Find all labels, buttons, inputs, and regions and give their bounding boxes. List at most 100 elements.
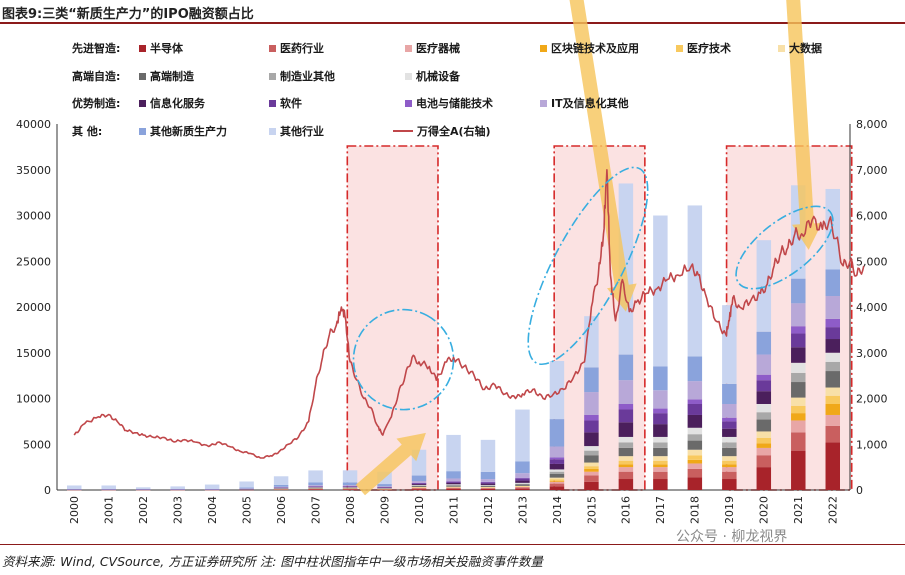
bar-segment <box>825 403 841 415</box>
bar-segment <box>653 390 668 409</box>
bar-segment <box>584 466 599 469</box>
bar-segment <box>411 484 427 485</box>
bar-segment <box>342 486 358 488</box>
bar-segment <box>342 482 358 486</box>
legend-group-label: 优势制造: <box>72 96 120 110</box>
bar-segment <box>618 479 634 490</box>
bar-segment <box>480 484 496 486</box>
legend-swatch <box>139 100 146 107</box>
bar-segment <box>239 487 254 489</box>
bar-segment <box>515 473 530 478</box>
title-rule <box>0 22 905 24</box>
bar-segment <box>515 487 530 489</box>
bar-segment <box>791 382 806 398</box>
bar-segment <box>756 455 772 468</box>
bar-segment <box>549 471 565 474</box>
bar-segment <box>411 485 427 487</box>
bar-segment <box>446 471 461 479</box>
bar-segment <box>446 482 461 485</box>
legend-swatch <box>405 100 412 107</box>
x-tick-label: 2004 <box>206 496 219 524</box>
bar-segment <box>791 347 806 363</box>
bar-segment <box>204 484 220 489</box>
legend-swatch <box>269 100 276 107</box>
legend-swatch <box>139 45 146 52</box>
x-tick-label: 2011 <box>447 496 460 524</box>
y-tick-label: 15000 <box>16 347 51 360</box>
bar-segment <box>480 439 496 472</box>
bar-segment <box>515 477 530 479</box>
legend-swatch <box>540 45 547 52</box>
bar-segment <box>618 460 634 465</box>
bar-segment <box>515 485 530 487</box>
legend-item-label: 其他行业 <box>280 124 324 138</box>
bar-segment <box>756 240 772 332</box>
bar-segment <box>480 483 496 485</box>
bar-segment <box>722 417 737 422</box>
bar-segment <box>825 352 841 362</box>
bar-segment <box>584 392 599 415</box>
bar-segment <box>653 436 668 443</box>
bar-segment <box>446 484 461 486</box>
bar-segment <box>549 481 565 484</box>
x-tick-label: 2009 <box>378 496 391 524</box>
x-tick-label: 2013 <box>516 496 529 524</box>
bar-segment <box>791 326 806 334</box>
bar-segment <box>446 487 461 489</box>
bar-segment <box>308 487 323 489</box>
bar-segment <box>722 403 737 418</box>
y2-tick-label: 5,000 <box>856 255 888 268</box>
bar-segment <box>687 440 703 450</box>
bar-segment <box>515 486 530 488</box>
legend-swatch <box>269 73 276 80</box>
bar-segment <box>342 489 358 490</box>
bar-segment <box>446 488 461 490</box>
bar-segment <box>791 432 806 451</box>
bar-segment <box>791 397 806 406</box>
trend-arrow-2 <box>569 0 637 312</box>
x-tick-label: 2014 <box>551 496 564 524</box>
bar-segment <box>446 487 461 488</box>
x-tick-label: 2005 <box>240 496 253 524</box>
bar-segment <box>308 486 323 488</box>
legend-item-label: 软件 <box>280 96 302 110</box>
chart-title: 图表9:三类“新质生产力”的IPO融资额占比 <box>2 7 254 22</box>
bar-segment <box>756 391 772 404</box>
bar-segment <box>618 456 634 461</box>
bar-segment <box>687 477 703 490</box>
y-tick-label: 20000 <box>16 301 51 314</box>
bar-segment <box>791 372 806 383</box>
bar-segment <box>687 414 703 428</box>
bar-segment <box>791 303 806 327</box>
bar-segment <box>549 457 565 460</box>
bar-segment <box>549 419 565 447</box>
y-tick-label: 0 <box>44 484 51 497</box>
legend-item-label: 其他新质生产力 <box>150 124 227 138</box>
bar-segment <box>342 470 358 483</box>
x-tick-label: 2012 <box>482 496 495 524</box>
bar-segment <box>549 459 565 464</box>
bar-segment <box>584 414 599 421</box>
highlight-box-1 <box>346 145 439 491</box>
bar-segment <box>273 486 289 488</box>
x-tick-label: 2000 <box>68 496 81 524</box>
bar-segment <box>791 278 806 304</box>
callout-ellipse-1 <box>352 308 455 411</box>
bar-segment <box>549 360 565 420</box>
legend-item-label: 医疗器械 <box>416 41 460 55</box>
bar-segment <box>135 487 151 489</box>
x-tick-label: 2021 <box>792 496 805 524</box>
bar-segment <box>687 434 703 441</box>
x-tick-label: 2010 <box>413 496 426 524</box>
legend-swatch <box>778 45 785 52</box>
bar-segment <box>618 436 634 443</box>
bar-segment <box>584 471 599 476</box>
bar-segment <box>791 413 806 421</box>
legend-group-label: 高端自造: <box>72 69 120 83</box>
legend-item-label: 制造业其他 <box>280 69 335 83</box>
bar-segment <box>273 484 289 487</box>
bar-segment <box>756 412 772 420</box>
legend-swatch <box>139 128 146 135</box>
bar-segment <box>549 469 565 472</box>
bar-segment <box>653 464 668 468</box>
